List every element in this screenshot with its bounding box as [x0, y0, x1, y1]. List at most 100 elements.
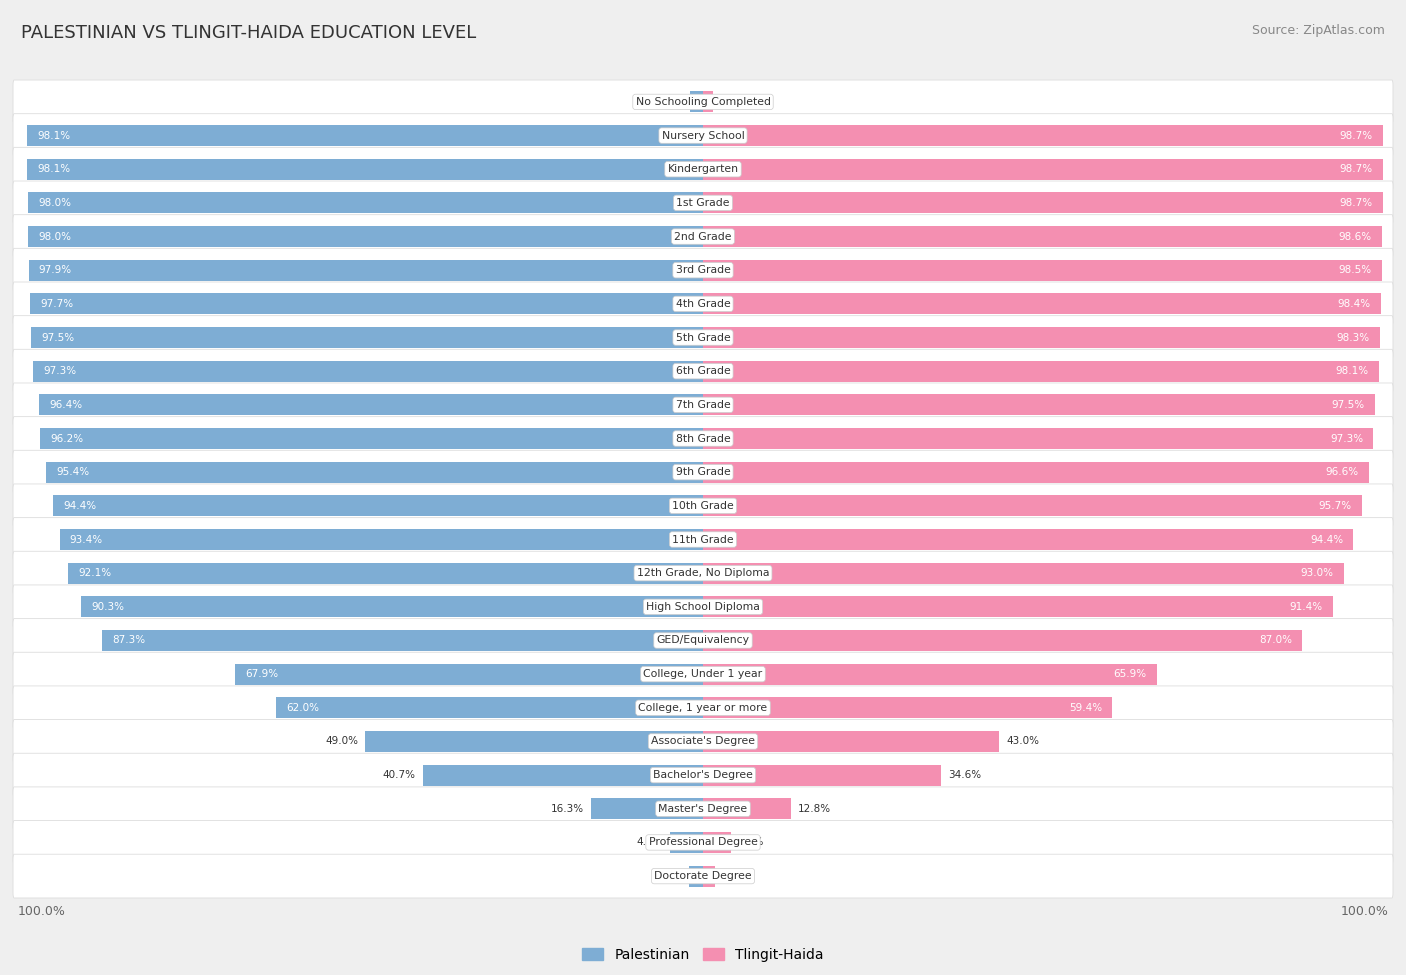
Text: 1st Grade: 1st Grade [676, 198, 730, 208]
FancyBboxPatch shape [13, 854, 1393, 898]
Text: 65.9%: 65.9% [1114, 669, 1147, 680]
FancyBboxPatch shape [13, 114, 1393, 157]
Text: 6th Grade: 6th Grade [676, 367, 730, 376]
FancyBboxPatch shape [13, 450, 1393, 494]
Bar [703, 462, 1368, 483]
Text: 97.3%: 97.3% [44, 367, 76, 376]
Text: 3rd Grade: 3rd Grade [675, 265, 731, 275]
FancyBboxPatch shape [13, 214, 1393, 258]
Text: High School Diploma: High School Diploma [647, 602, 759, 612]
Text: 10th Grade: 10th Grade [672, 501, 734, 511]
Text: 92.1%: 92.1% [79, 568, 112, 578]
Text: Kindergarten: Kindergarten [668, 164, 738, 175]
FancyBboxPatch shape [13, 686, 1393, 729]
Bar [703, 866, 714, 886]
Bar [41, 428, 703, 448]
Bar [366, 731, 703, 752]
Text: 4.8%: 4.8% [637, 838, 664, 847]
Bar [703, 226, 1382, 247]
Text: 93.4%: 93.4% [70, 534, 103, 544]
Bar [69, 563, 703, 584]
Text: 90.3%: 90.3% [91, 602, 124, 612]
Text: 98.5%: 98.5% [1339, 265, 1371, 275]
Text: 95.7%: 95.7% [1319, 501, 1353, 511]
Bar [59, 529, 703, 550]
FancyBboxPatch shape [13, 787, 1393, 831]
Bar [703, 428, 1374, 448]
Bar [703, 361, 1379, 381]
Text: Professional Degree: Professional Degree [648, 838, 758, 847]
Text: 8th Grade: 8th Grade [676, 434, 730, 444]
Text: PALESTINIAN VS TLINGIT-HAIDA EDUCATION LEVEL: PALESTINIAN VS TLINGIT-HAIDA EDUCATION L… [21, 24, 477, 42]
Text: 97.5%: 97.5% [1331, 400, 1364, 410]
Bar [82, 597, 703, 617]
Text: Nursery School: Nursery School [662, 131, 744, 140]
Bar [28, 259, 703, 281]
Text: 98.7%: 98.7% [1340, 131, 1372, 140]
Text: 5th Grade: 5th Grade [676, 332, 730, 342]
Bar [703, 764, 942, 786]
FancyBboxPatch shape [13, 181, 1393, 225]
Bar [703, 731, 1000, 752]
Text: 98.6%: 98.6% [1339, 231, 1372, 242]
Text: 91.4%: 91.4% [1289, 602, 1323, 612]
FancyBboxPatch shape [13, 518, 1393, 562]
Text: Master's Degree: Master's Degree [658, 803, 748, 814]
Bar [703, 125, 1384, 146]
Text: 98.3%: 98.3% [1337, 332, 1369, 342]
Text: 95.4%: 95.4% [56, 467, 89, 477]
Text: 49.0%: 49.0% [326, 736, 359, 747]
Text: Source: ZipAtlas.com: Source: ZipAtlas.com [1251, 24, 1385, 37]
Text: No Schooling Completed: No Schooling Completed [636, 97, 770, 107]
Text: 98.0%: 98.0% [38, 198, 72, 208]
Bar [703, 799, 792, 819]
Text: 100.0%: 100.0% [1340, 905, 1389, 917]
Text: 97.3%: 97.3% [1330, 434, 1362, 444]
Bar [591, 799, 703, 819]
Bar [703, 630, 1302, 651]
Text: 87.3%: 87.3% [112, 636, 145, 645]
FancyBboxPatch shape [13, 618, 1393, 662]
Text: 43.0%: 43.0% [1007, 736, 1039, 747]
FancyBboxPatch shape [13, 652, 1393, 696]
Bar [101, 630, 703, 651]
Text: 4.0%: 4.0% [738, 838, 763, 847]
Bar [276, 697, 703, 719]
Text: 12.8%: 12.8% [799, 803, 831, 814]
Bar [690, 92, 703, 112]
FancyBboxPatch shape [13, 551, 1393, 595]
FancyBboxPatch shape [13, 80, 1393, 124]
Text: 1.5%: 1.5% [720, 97, 747, 107]
Text: Doctorate Degree: Doctorate Degree [654, 871, 752, 881]
Bar [689, 866, 703, 886]
Text: 97.9%: 97.9% [39, 265, 72, 275]
Text: 97.5%: 97.5% [42, 332, 75, 342]
Text: 93.0%: 93.0% [1301, 568, 1333, 578]
Text: 98.1%: 98.1% [38, 131, 70, 140]
Bar [703, 597, 1333, 617]
FancyBboxPatch shape [13, 720, 1393, 763]
Bar [703, 192, 1384, 214]
Bar [52, 495, 703, 517]
FancyBboxPatch shape [13, 585, 1393, 629]
Text: 9th Grade: 9th Grade [676, 467, 730, 477]
Text: 96.6%: 96.6% [1324, 467, 1358, 477]
Bar [32, 361, 703, 381]
Bar [703, 495, 1362, 517]
Text: 100.0%: 100.0% [17, 905, 66, 917]
Bar [703, 293, 1381, 314]
Bar [27, 125, 703, 146]
Bar [46, 462, 703, 483]
FancyBboxPatch shape [13, 349, 1393, 393]
Bar [703, 664, 1157, 684]
Text: 67.9%: 67.9% [246, 669, 278, 680]
Bar [703, 159, 1384, 179]
Text: 2nd Grade: 2nd Grade [675, 231, 731, 242]
Text: 16.3%: 16.3% [551, 803, 583, 814]
FancyBboxPatch shape [13, 249, 1393, 292]
FancyBboxPatch shape [13, 821, 1393, 864]
Text: 12th Grade, No Diploma: 12th Grade, No Diploma [637, 568, 769, 578]
FancyBboxPatch shape [13, 416, 1393, 460]
Text: 62.0%: 62.0% [287, 703, 319, 713]
Text: 11th Grade: 11th Grade [672, 534, 734, 544]
